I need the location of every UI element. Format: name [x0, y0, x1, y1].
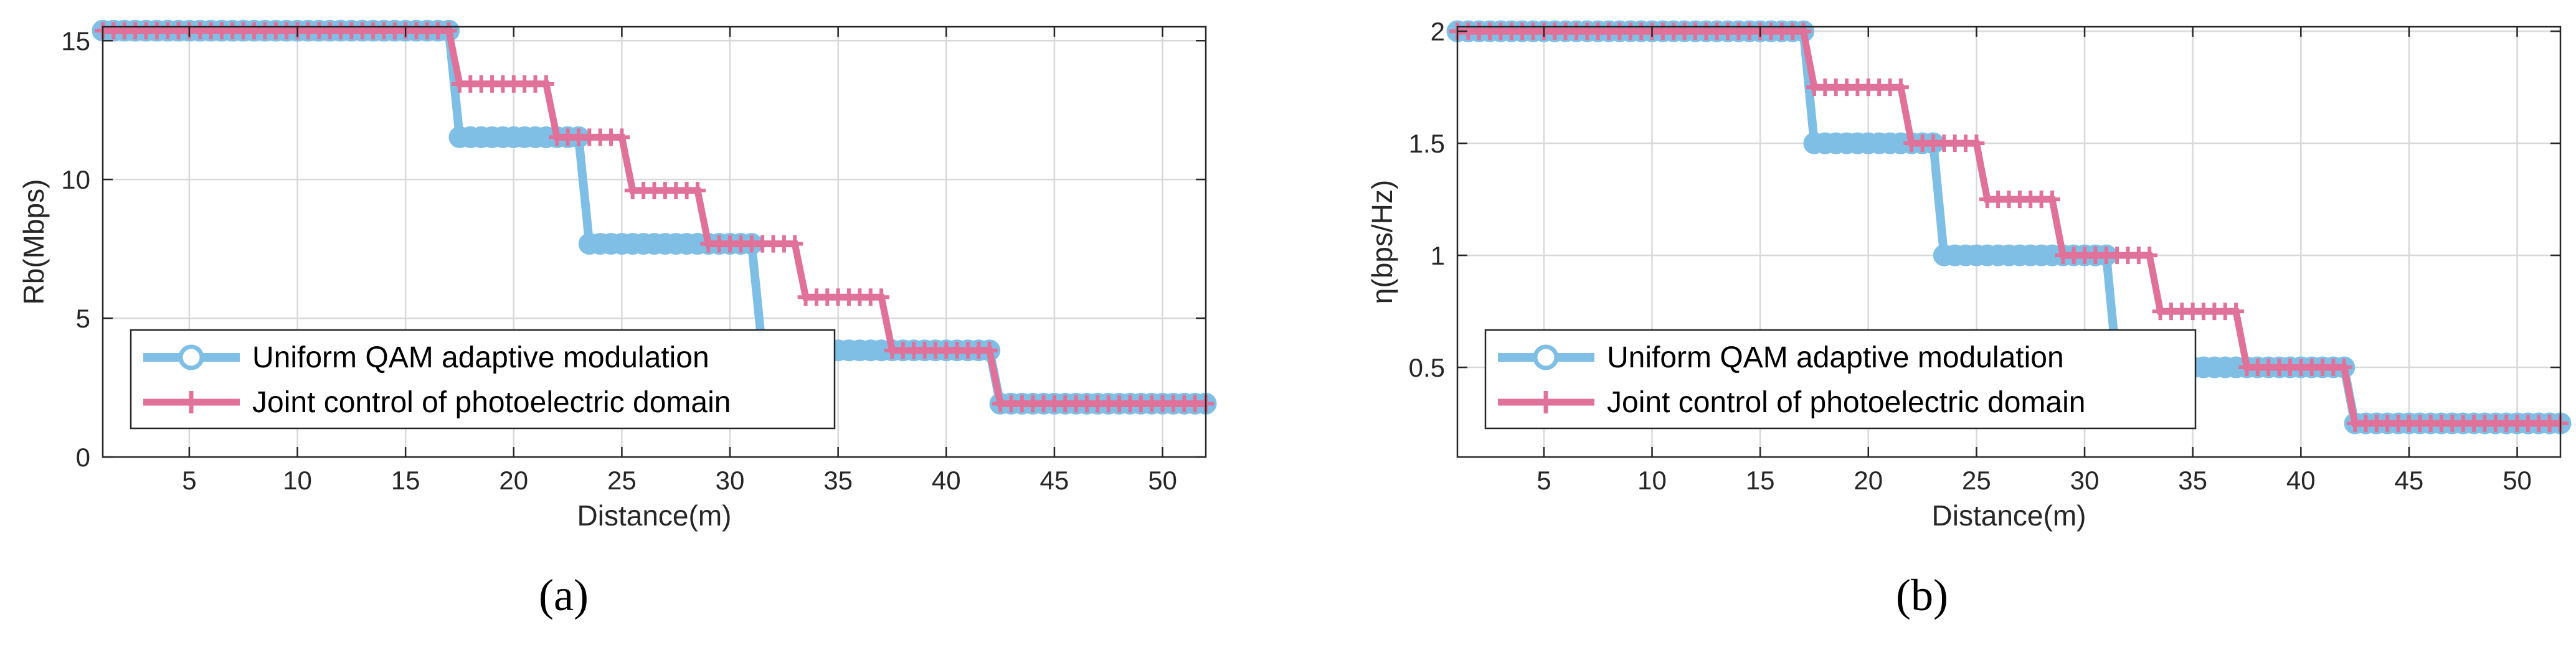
x-tick-label: 5 — [1537, 466, 1551, 495]
legend-label: Joint control of photoelectric domain — [252, 386, 731, 419]
x-tick-label: 25 — [1962, 466, 1991, 495]
y-tick-label: 0 — [76, 443, 90, 472]
x-tick-label: 10 — [283, 466, 312, 495]
legend-label: Uniform QAM adaptive modulation — [1607, 341, 2064, 374]
series-group — [1446, 20, 2572, 435]
x-tick-label: 45 — [2395, 466, 2424, 495]
x-tick-label: 20 — [499, 466, 528, 495]
x-tick-label: 50 — [2503, 466, 2532, 495]
y-tick-label: 0.5 — [1409, 353, 1445, 382]
legend-label: Uniform QAM adaptive modulation — [252, 341, 709, 374]
legend-item-1: Uniform QAM adaptive modulation — [1498, 341, 2064, 374]
legend-item-2: Joint control of photoelectric domain — [143, 386, 731, 419]
circle-marker-icon — [1533, 344, 1559, 370]
y-axis-label: η(bps/Hz) — [1366, 180, 1398, 304]
y-tick-label: 2 — [1431, 17, 1445, 46]
x-tick-label: 15 — [1746, 466, 1775, 495]
legend: Uniform QAM adaptive modulation Joint con… — [1484, 329, 2197, 430]
legend-label: Joint control of photoelectric domain — [1607, 386, 2085, 419]
x-tick-label: 50 — [1148, 466, 1177, 495]
data-point — [689, 182, 706, 200]
axes-box — [1456, 26, 2562, 458]
chart-b: 5 10 15 20 25 30 35 40 45 50 0.5 1 1.5 2 Distance(m) η(… — [1366, 17, 2572, 620]
x-tick-label: 45 — [1040, 466, 1069, 495]
legend-box — [1484, 329, 2197, 430]
axes-box — [102, 26, 1207, 458]
x-tick-label: 15 — [391, 466, 420, 495]
x-tick-label: 35 — [823, 466, 853, 495]
x-tick-label: 35 — [2178, 466, 2207, 495]
x-axis-label: Distance(m) — [1932, 499, 2086, 532]
data-point — [2043, 191, 2060, 209]
figure-caption: (b) — [1896, 570, 1948, 620]
y-axis-label: Rb(Mbps) — [17, 179, 50, 305]
x-tick-label: 25 — [607, 466, 637, 495]
x-tick-label: 10 — [1637, 466, 1667, 495]
data-point — [537, 75, 554, 93]
series-markers-2 — [1449, 22, 2569, 433]
legend-item-1: Uniform QAM adaptive modulation — [143, 341, 709, 374]
data-point — [1968, 134, 1985, 153]
data-point — [873, 288, 890, 306]
series-markers-1 — [1446, 20, 2572, 435]
data-point — [2228, 303, 2245, 321]
x-tick-label: 40 — [932, 466, 961, 495]
legend-item-2: Joint control of photoelectric domain — [1498, 386, 2085, 419]
y-tick-label: 1.5 — [1409, 129, 1445, 158]
legend-box — [130, 329, 836, 430]
plus-marker-icon — [181, 391, 201, 413]
figure-caption: (a) — [539, 570, 589, 620]
x-tick-label: 30 — [716, 466, 745, 495]
x-tick-label: 40 — [2286, 466, 2316, 495]
data-point — [1795, 22, 1812, 40]
y-tick-label: 5 — [76, 304, 90, 333]
data-point — [2336, 359, 2352, 377]
data-point — [440, 22, 457, 40]
series-group — [92, 19, 1217, 415]
x-axis-label: Distance(m) — [577, 499, 732, 532]
data-point — [613, 128, 630, 146]
plus-marker-icon — [1536, 391, 1556, 413]
circle-marker-icon — [178, 344, 204, 370]
data-point — [981, 341, 998, 359]
y-tick-label: 10 — [61, 165, 90, 194]
x-tick-label: 20 — [1854, 466, 1883, 495]
x-tick-label: 5 — [182, 466, 196, 495]
data-point — [1892, 78, 1909, 97]
x-tick-label: 30 — [2070, 466, 2100, 495]
data-point — [787, 235, 803, 253]
legend: Uniform QAM adaptive modulation Joint con… — [130, 329, 836, 430]
data-point — [2141, 247, 2158, 265]
y-tick-label: 15 — [61, 26, 90, 55]
y-tick-label: 1 — [1431, 241, 1445, 270]
chart-a: 5 10 15 20 25 30 35 40 45 50 0 5 10 15 Distance(m) Rb(M… — [17, 19, 1217, 620]
